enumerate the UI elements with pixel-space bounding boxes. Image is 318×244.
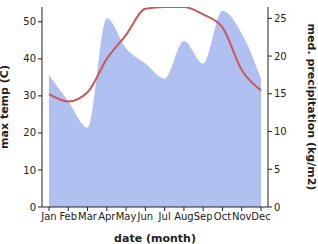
svg-text:0: 0 [274, 202, 280, 213]
svg-text:50: 50 [23, 16, 36, 27]
svg-text:Jan: Jan [40, 211, 56, 222]
svg-text:Jul: Jul [158, 211, 171, 222]
svg-text:Aug: Aug [174, 211, 194, 222]
svg-text:max temp (C): max temp (C) [8, 65, 11, 149]
svg-text:date (month): date (month) [114, 232, 196, 244]
svg-text:20: 20 [274, 51, 287, 62]
svg-text:40: 40 [23, 53, 36, 64]
svg-text:Dec: Dec [251, 211, 270, 222]
svg-text:Apr: Apr [98, 211, 116, 222]
svg-text:med. precipitation (kg/m2): med. precipitation (kg/m2) [305, 24, 310, 191]
svg-text:Mar: Mar [78, 211, 98, 222]
svg-text:Sep: Sep [194, 211, 213, 222]
svg-text:May: May [116, 211, 137, 222]
svg-text:5: 5 [274, 164, 280, 175]
svg-text:10: 10 [23, 165, 36, 176]
svg-text:15: 15 [274, 88, 287, 99]
svg-text:25: 25 [274, 13, 287, 24]
svg-text:20: 20 [23, 127, 36, 138]
svg-text:Oct: Oct [214, 211, 231, 222]
svg-text:Jun: Jun [137, 211, 154, 222]
svg-text:30: 30 [23, 90, 36, 101]
svg-text:0: 0 [30, 202, 36, 213]
svg-text:Feb: Feb [59, 211, 77, 222]
svg-text:10: 10 [274, 126, 287, 137]
svg-text:Nov: Nov [232, 211, 252, 222]
